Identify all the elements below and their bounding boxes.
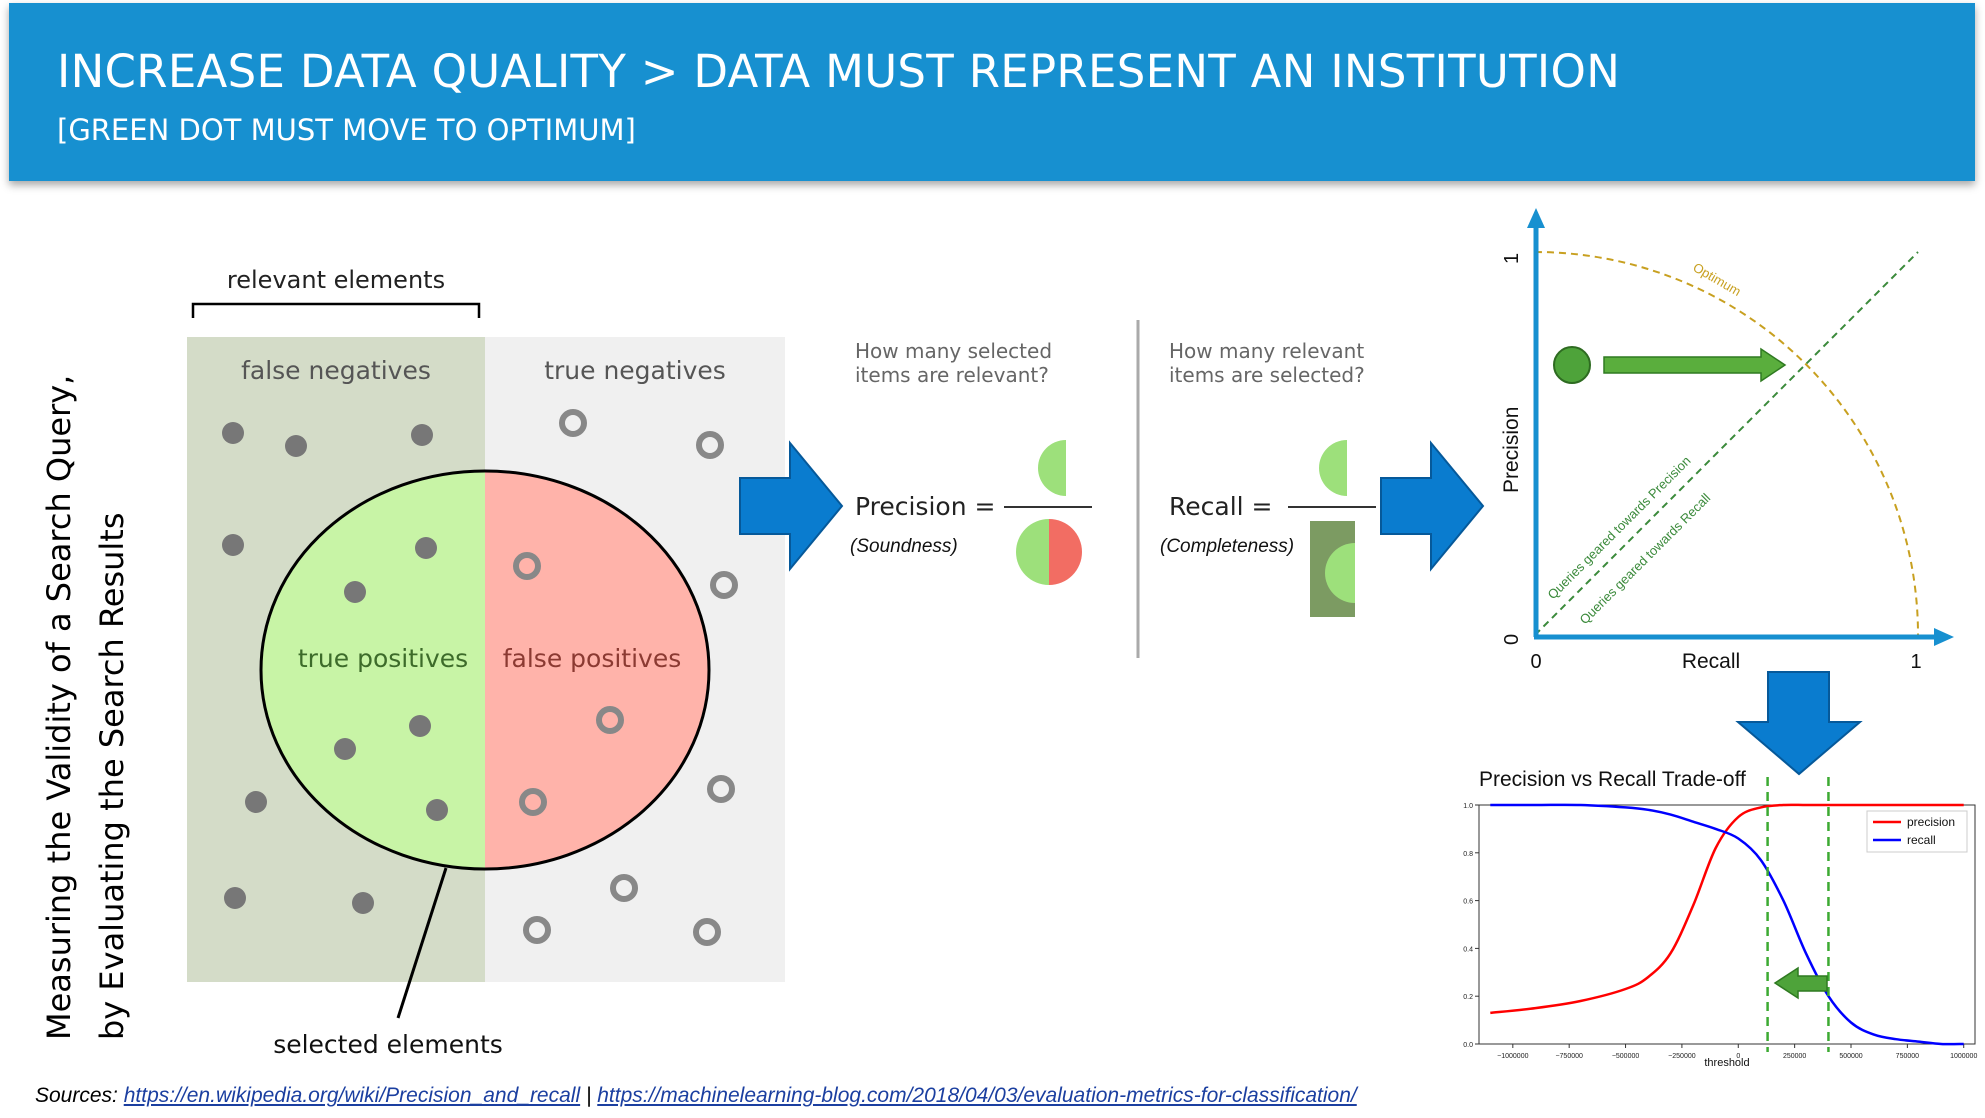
- y-tick-0: 0: [1501, 634, 1523, 645]
- precision-label: Precision =: [855, 492, 995, 521]
- threshold-axis-label: threshold: [1704, 1057, 1749, 1069]
- precision-recall-set-diagram: relevant elements false negatives true n…: [187, 266, 785, 1059]
- diagonal-line: [1534, 251, 1919, 636]
- arrow-down-icon: [1735, 671, 1863, 776]
- optimum-label: Optimum: [1691, 260, 1744, 299]
- page-title: INCREASE DATA QUALITY > DATA MUST REPRES…: [57, 45, 1621, 98]
- precision-question-line1: How many selected: [855, 339, 1052, 363]
- y-tick-label: 1.0: [1463, 803, 1473, 810]
- y-tick-label: 0.6: [1463, 899, 1473, 906]
- x-axis-arrow-icon: [1934, 628, 1954, 646]
- arrow-right-icon: [739, 440, 844, 572]
- legend-box: [1866, 810, 1968, 853]
- sources-label: Sources:: [35, 1084, 124, 1107]
- side-caption-line1: Measuring the Validity of a Search Query…: [40, 375, 78, 1040]
- x-tick-label: −250000: [1668, 1053, 1696, 1060]
- move-left-arrow-icon: [1773, 966, 1828, 1000]
- y-axis-arrow-icon: [1527, 208, 1545, 228]
- recall-question-line1: How many relevant: [1169, 339, 1364, 363]
- page-subtitle: [GREEN DOT MUST MOVE TO OPTIMUM]: [57, 113, 636, 147]
- precision-formula: How many selected items are relevant? Pr…: [850, 339, 1092, 585]
- irrelevant-dots: [513, 409, 738, 946]
- recall-line: [1490, 803, 1964, 1046]
- true-positives-label: true positives: [298, 644, 468, 673]
- x-tick-1: 1: [1910, 651, 1921, 673]
- tradeoff-chart: Precision vs Recall Trade-off −1000000 −7…: [1463, 768, 1977, 1069]
- source-link-wikipedia[interactable]: https://en.wikipedia.org/wiki/Precision_…: [123, 1084, 581, 1107]
- selected-pointer-line: [396, 867, 448, 1019]
- false-negatives-label: false negatives: [241, 356, 431, 385]
- y-tick-label: 0.0: [1463, 1042, 1473, 1049]
- y-tick-1: 1: [1501, 253, 1523, 264]
- recall-formula: How many relevant items are selected? Re…: [1160, 339, 1376, 617]
- side-caption-line2: by Evaluating the Search Results: [93, 512, 131, 1040]
- sources-line: Sources: https://en.wikipedia.org/wiki/P…: [35, 1084, 1357, 1108]
- x-tick-label: −500000: [1612, 1053, 1640, 1060]
- recall-axis-label: Recall: [1682, 650, 1740, 673]
- move-right-arrow-icon: [1603, 347, 1787, 383]
- chart-ticks: −1000000 −750000 −500000 −250000 0 250000 5000…: [1463, 803, 1977, 1060]
- tradeoff-chart-title: Precision vs Recall Trade-off: [1479, 768, 1746, 791]
- relevant-dots: [222, 422, 448, 914]
- relevant-bracket: [191, 302, 481, 318]
- x-tick-label: 750000: [1896, 1053, 1919, 1060]
- arrow-right-icon-2: [1380, 440, 1485, 572]
- optimum-arc: [1534, 251, 1919, 636]
- chart-markers: [1766, 777, 1830, 1052]
- x-tick-label: −1000000: [1497, 1053, 1528, 1060]
- x-tick-label: 1000000: [1950, 1053, 1977, 1060]
- legend-recall-label: recall: [1907, 833, 1936, 847]
- x-tick-label: 0: [1736, 1053, 1740, 1060]
- sources-separator: |: [580, 1084, 598, 1107]
- current-query-dot: [1553, 346, 1591, 384]
- header-banner: INCREASE DATA QUALITY > DATA MUST REPRES…: [9, 3, 1975, 181]
- y-tick-label: 0.4: [1463, 946, 1473, 953]
- precision-numerator-icon: [1038, 440, 1066, 496]
- side-caption: Measuring the Validity of a Search Query…: [40, 375, 131, 1040]
- false-positives-label: false positives: [503, 644, 682, 673]
- true-negatives-label: true negatives: [544, 356, 726, 385]
- chart-lines: [1490, 803, 1964, 1046]
- x-tick-label: 500000: [1839, 1053, 1862, 1060]
- chart-legend: precision recall: [1866, 810, 1968, 853]
- recall-note: (Completeness): [1160, 536, 1294, 557]
- precision-note: (Soundness): [850, 536, 958, 557]
- recall-denominator-half: [1325, 543, 1355, 603]
- precision-line: [1490, 803, 1964, 1015]
- x-tick-label: 250000: [1783, 1053, 1806, 1060]
- relevant-elements-label: relevant elements: [227, 266, 445, 294]
- y-tick-label: 0.2: [1463, 994, 1473, 1001]
- recall-numerator-icon: [1319, 440, 1347, 496]
- precision-denominator-right: [1049, 519, 1082, 585]
- y-tick-label: 0.8: [1463, 851, 1473, 858]
- x-tick-label: −750000: [1555, 1053, 1583, 1060]
- selected-elements-label: selected elements: [273, 1030, 503, 1059]
- precision-question-line2: items are relevant?: [855, 363, 1049, 387]
- selected-ellipse: [259, 469, 711, 871]
- precision-axis-label: Precision: [1500, 407, 1523, 493]
- precision-denominator-left: [1016, 519, 1049, 585]
- recall-question-line2: items are selected?: [1169, 363, 1365, 387]
- recall-label: Recall =: [1169, 492, 1272, 521]
- pr-space-plot: Optimum Queries geared towards Precision…: [1500, 208, 1954, 673]
- x-tick-0: 0: [1530, 651, 1541, 673]
- legend-precision-label: precision: [1907, 815, 1955, 829]
- source-link-ml-blog[interactable]: https://machinelearning-blog.com/2018/04…: [597, 1084, 1357, 1107]
